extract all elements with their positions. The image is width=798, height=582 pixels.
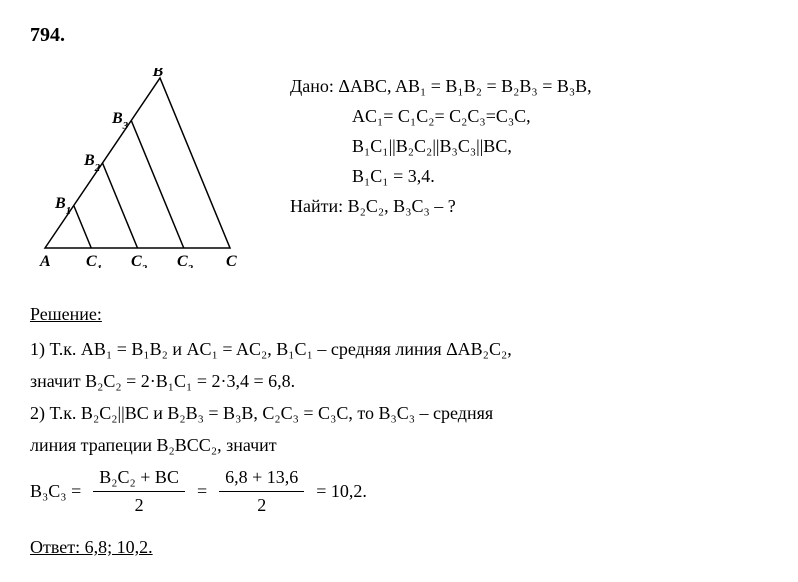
- svg-text:B: B: [152, 68, 164, 80]
- svg-text:B2: B2: [83, 152, 101, 174]
- given-line-3: B₁C₁||B₂C₂||B₃C₃||BC,: [290, 133, 768, 160]
- frac2-num: 6,8 + 13,6: [219, 464, 304, 492]
- given-section: Дано: ΔABC, AB₁ = B₁B₂ = B₂B₃ = B₃B, AC₁…: [290, 68, 768, 276]
- frac1-num: B₂C₂ + BC: [93, 464, 185, 492]
- step3-suffix: = 10,2.: [316, 478, 367, 505]
- triangle-diagram: B B3 B2 B1 A C1 C2 C3 C: [30, 68, 250, 276]
- svg-text:C3: C3: [177, 253, 194, 268]
- find-line: Найти: B₂C₂, B₃C₃ – ?: [290, 193, 768, 220]
- fraction-1: B₂C₂ + BC 2: [93, 464, 185, 519]
- given-line-4: B₁C₁ = 3,4.: [290, 163, 768, 190]
- solution-step-3: B₃C₃ = B₂C₂ + BC 2 = 6,8 + 13,6 2 = 10,2…: [30, 464, 768, 519]
- solution-step-1a: 1) Т.к. AB₁ = B₁B₂ и AC₁ = AC₂, B₁C₁ – с…: [30, 336, 768, 363]
- svg-text:C1: C1: [86, 253, 102, 268]
- step3-prefix: B₃C₃ =: [30, 478, 81, 505]
- svg-text:B3: B3: [111, 110, 129, 132]
- svg-text:B1: B1: [54, 195, 71, 217]
- given-line-1: Дано: ΔABC, AB₁ = B₁B₂ = B₂B₃ = B₃B,: [290, 73, 768, 100]
- given-line-2: AC₁= C₁C₂= C₂C₃=C₃C,: [290, 103, 768, 130]
- svg-text:A: A: [39, 253, 51, 268]
- svg-text:C: C: [226, 253, 237, 268]
- svg-text:C2: C2: [131, 253, 148, 268]
- top-section: B B3 B2 B1 A C1 C2 C3 C Дано: ΔABC, AB₁ …: [30, 68, 768, 276]
- frac1-den: 2: [129, 492, 150, 519]
- answer: Ответ: 6,8; 10,2.: [30, 534, 768, 561]
- step3-mid: =: [197, 478, 207, 505]
- solution-step-2b: линия трапеции B₂BCC₂, значит: [30, 432, 768, 459]
- solution-step-2a: 2) Т.к. B₂C₂||BC и B₂B₃ = B₃B, C₂C₃ = C₃…: [30, 400, 768, 427]
- solution-step-1b: значит B₂C₂ = 2·B₁C₁ = 2·3,4 = 6,8.: [30, 368, 768, 395]
- solution-header: Решение:: [30, 301, 768, 328]
- problem-number: 794.: [30, 20, 768, 50]
- fraction-2: 6,8 + 13,6 2: [219, 464, 304, 519]
- frac2-den: 2: [251, 492, 272, 519]
